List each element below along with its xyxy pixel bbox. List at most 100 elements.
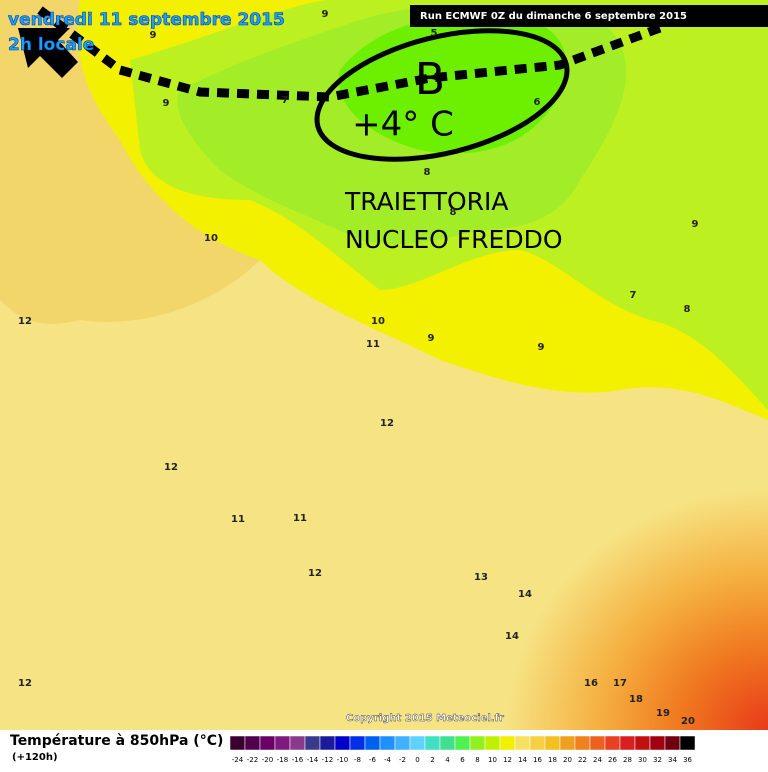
colorbar-label: 10 <box>488 756 497 764</box>
colorbar-label: -2 <box>399 756 406 764</box>
colorbar-label: 34 <box>668 756 677 764</box>
colorbar-swatch <box>454 735 471 751</box>
colorbar-label: 2 <box>430 756 434 764</box>
run-label: Run ECMWF 0Z du dimanche 6 septembre 201… <box>420 11 687 22</box>
colorbar-swatch <box>499 735 516 751</box>
colorbar-label: -4 <box>384 756 392 764</box>
colorbar-swatch <box>664 735 681 751</box>
colorbar-swatch <box>589 735 606 751</box>
colorbar-label: 22 <box>578 756 587 764</box>
contour-label: 12 <box>308 568 322 579</box>
colorbar-label: 12 <box>503 756 512 764</box>
colorbar-swatch <box>394 735 411 751</box>
colorbar-swatch <box>319 735 336 751</box>
contour-label: 16 <box>584 678 598 689</box>
contour-label: 8 <box>684 304 691 315</box>
contour-label: 12 <box>380 418 394 429</box>
contour-label: 7 <box>630 290 637 301</box>
contour-label: 19 <box>656 708 670 719</box>
contour-label: 9 <box>538 342 545 353</box>
colorbar-swatch <box>379 735 396 751</box>
contour-label: 9 <box>692 219 699 230</box>
colorbar-swatch <box>409 735 426 751</box>
colorbar-swatch <box>469 735 486 751</box>
colorbar-swatch <box>349 735 366 751</box>
valid-date: vendredi 11 septembre 2015 <box>8 10 285 30</box>
contour-label: 11 <box>231 514 245 525</box>
colorbar-swatch <box>244 735 261 751</box>
colorbar-label: 32 <box>653 756 662 764</box>
colorbar-label: -14 <box>307 756 319 764</box>
colorbar-label: 16 <box>533 756 542 764</box>
contour-label: 12 <box>18 316 32 327</box>
colorbar-label: 18 <box>548 756 557 764</box>
contour-label: 9 <box>322 9 329 20</box>
contour-label: 10 <box>371 316 385 327</box>
contour-labels: 9 5 9 9 7 6 8 8 10 9 12 7 10 11 9 9 8 12 12 11 11 12 13 14 14 12 1… <box>18 9 698 727</box>
colorbar-label: 24 <box>593 756 602 764</box>
low-label: B <box>415 54 445 105</box>
colorbar-swatch <box>544 735 561 751</box>
contour-label: 12 <box>164 462 178 473</box>
colorbar-swatch <box>229 735 246 751</box>
contour-label: 17 <box>613 678 627 689</box>
colorbar-swatch <box>424 735 441 751</box>
colorbar-label: -10 <box>337 756 348 764</box>
contour-label: 9 <box>428 333 435 344</box>
contour-label: 14 <box>518 589 532 600</box>
colorbar-swatch <box>514 735 531 751</box>
colorbar-swatch <box>619 735 636 751</box>
colorbar-swatch <box>604 735 621 751</box>
copyright: Copyright 2015 Meteociel.fr <box>346 713 504 724</box>
contour-label: 8 <box>424 167 431 178</box>
colorbar-label: 26 <box>608 756 617 764</box>
contour-label: 12 <box>18 678 32 689</box>
colorbar-swatch <box>259 735 276 751</box>
annotation-line: NUCLEO FREDDO <box>345 225 563 254</box>
colorbar: -24 -22 -20 -18 -16 -14 -12 -10 -8 -6 -4 -2 0 2 4 6 8 10 1… <box>229 735 696 764</box>
colorbar-swatch <box>289 735 306 751</box>
colorbar-label: 4 <box>445 756 450 764</box>
colorbar-label: 0 <box>415 756 419 764</box>
colorbar-swatch <box>649 735 666 751</box>
contour-label: 7 <box>282 95 289 106</box>
colorbar-label: -24 <box>232 756 244 764</box>
colorbar-label: 6 <box>460 756 465 764</box>
contour-label: 9 <box>150 30 157 41</box>
trajectory-line <box>37 6 662 102</box>
trajectory-arrow <box>18 28 78 78</box>
colorbar-label: 28 <box>623 756 632 764</box>
contour-label: 9 <box>163 98 170 109</box>
colorbar-label: 36 <box>683 756 692 764</box>
colorbar-label: -16 <box>292 756 304 764</box>
temperature-label: +4° C <box>352 105 454 145</box>
colorbar-swatch <box>484 735 501 751</box>
hot-zone <box>420 410 768 730</box>
colorbar-swatch <box>304 735 321 751</box>
colorbar-label: -18 <box>277 756 288 764</box>
contour-label: 11 <box>366 339 380 350</box>
colorbar-label: 20 <box>563 756 572 764</box>
run-box <box>410 5 768 27</box>
colorbar-label: -8 <box>354 756 361 764</box>
contour-label: 11 <box>293 513 307 524</box>
colorbar-swatch <box>274 735 291 751</box>
annotation-line: TRAIETTORIA <box>344 187 509 216</box>
contour-label: 14 <box>505 631 519 642</box>
low-outline <box>314 28 570 162</box>
colorbar-swatch <box>559 735 576 751</box>
contour-label: 5 <box>431 28 438 39</box>
colorbar-swatch <box>529 735 546 751</box>
contour-label: 20 <box>681 716 695 727</box>
footer-title: Température à 850hPa (°C) <box>10 733 223 749</box>
colorbar-swatch <box>634 735 651 751</box>
contour-label: 8 <box>450 207 457 218</box>
contour-label: 13 <box>474 572 488 583</box>
colorbar-swatch <box>574 735 591 751</box>
contour-label: 10 <box>204 233 218 244</box>
contour-label: 6 <box>534 97 541 108</box>
valid-time: 2h locale <box>8 35 94 55</box>
colorbar-swatch <box>334 735 351 751</box>
